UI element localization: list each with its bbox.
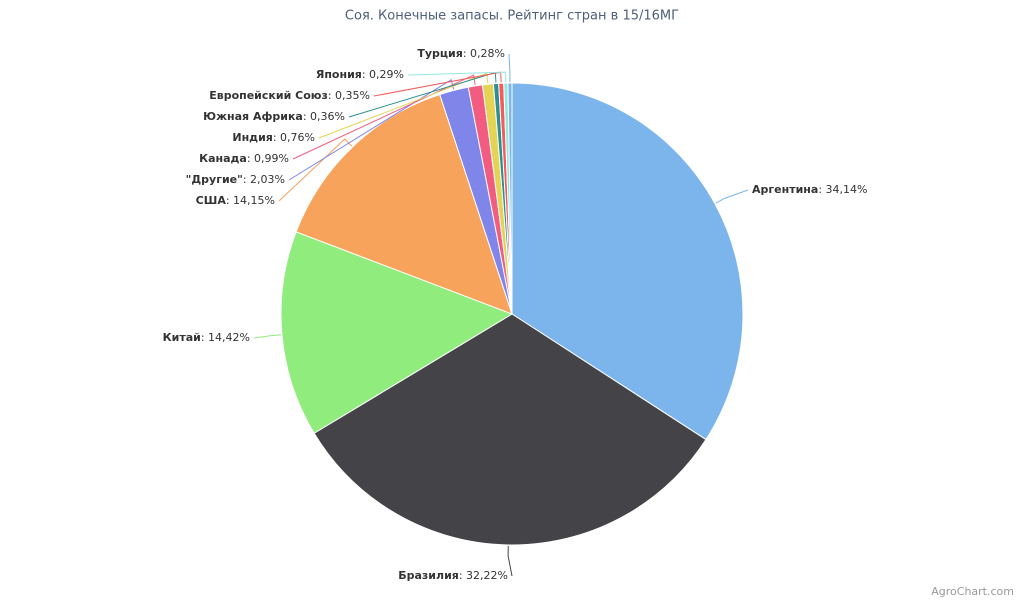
label-value: 0,76% [280, 131, 315, 144]
label-separator: : [463, 47, 470, 60]
credit: AgroChart.com [931, 585, 1014, 598]
data-label: Аргентина: 34,14% [752, 183, 867, 196]
label-value: 14,42% [208, 331, 250, 344]
label-value: 0,29% [369, 68, 404, 81]
label-name: Китай [163, 331, 201, 344]
data-label: США: 14,15% [196, 194, 275, 207]
connector [253, 334, 281, 339]
pie-slice [511, 82, 744, 441]
label-separator: : [303, 110, 310, 123]
data-label: "Другие": 2,03% [186, 173, 285, 186]
label-value: 34,14% [826, 183, 868, 196]
label-separator: : [201, 331, 208, 344]
label-value: 14,15% [233, 194, 275, 207]
label-separator: : [362, 68, 369, 81]
label-separator: : [273, 131, 280, 144]
label-value: 0,36% [310, 110, 345, 123]
label-separator: : [818, 183, 825, 196]
pie-slice [313, 313, 707, 546]
label-value: 32,22% [466, 569, 508, 582]
label-separator: : [247, 152, 254, 165]
connector [407, 71, 507, 83]
data-label: Южная Африка: 0,36% [203, 110, 345, 123]
label-name: Аргентина [752, 183, 818, 196]
pie-slice [507, 82, 513, 315]
connector [715, 189, 749, 204]
data-label: Япония: 0,29% [316, 68, 404, 81]
label-name: Япония [316, 68, 362, 81]
label-value: 0,35% [335, 89, 370, 102]
label-name: Турция [417, 47, 462, 60]
label-name: Европейский Союз [209, 89, 328, 102]
data-label: Китай: 14,42% [163, 331, 250, 344]
label-value: 2,03% [250, 173, 285, 186]
label-name: "Другие" [186, 173, 243, 186]
label-separator: : [459, 569, 466, 582]
label-name: США [196, 194, 227, 207]
connector [292, 74, 476, 160]
data-label: Бразилия: 32,22% [398, 569, 508, 582]
data-label: Европейский Союз: 0,35% [209, 89, 370, 102]
label-separator: : [226, 194, 233, 207]
label-value: 0,99% [254, 152, 289, 165]
label-name: Индия [232, 131, 272, 144]
connector [318, 72, 489, 139]
label-name: Южная Африка [203, 110, 303, 123]
data-label: Канада: 0,99% [199, 152, 289, 165]
label-value: 0,28% [470, 47, 505, 60]
label-name: Канада [199, 152, 247, 165]
connector [278, 138, 353, 202]
label-separator: : [243, 173, 250, 186]
label-separator: : [328, 89, 335, 102]
label-name: Бразилия [398, 569, 459, 582]
chart-title: Соя. Конечные запасы. Рейтинг стран в 15… [345, 9, 679, 24]
connector [508, 53, 511, 83]
data-label: Индия: 0,76% [232, 131, 315, 144]
data-label: Турция: 0,28% [417, 47, 505, 60]
pie-slice [280, 231, 514, 434]
pie-slice [295, 93, 513, 315]
connector [507, 545, 513, 577]
